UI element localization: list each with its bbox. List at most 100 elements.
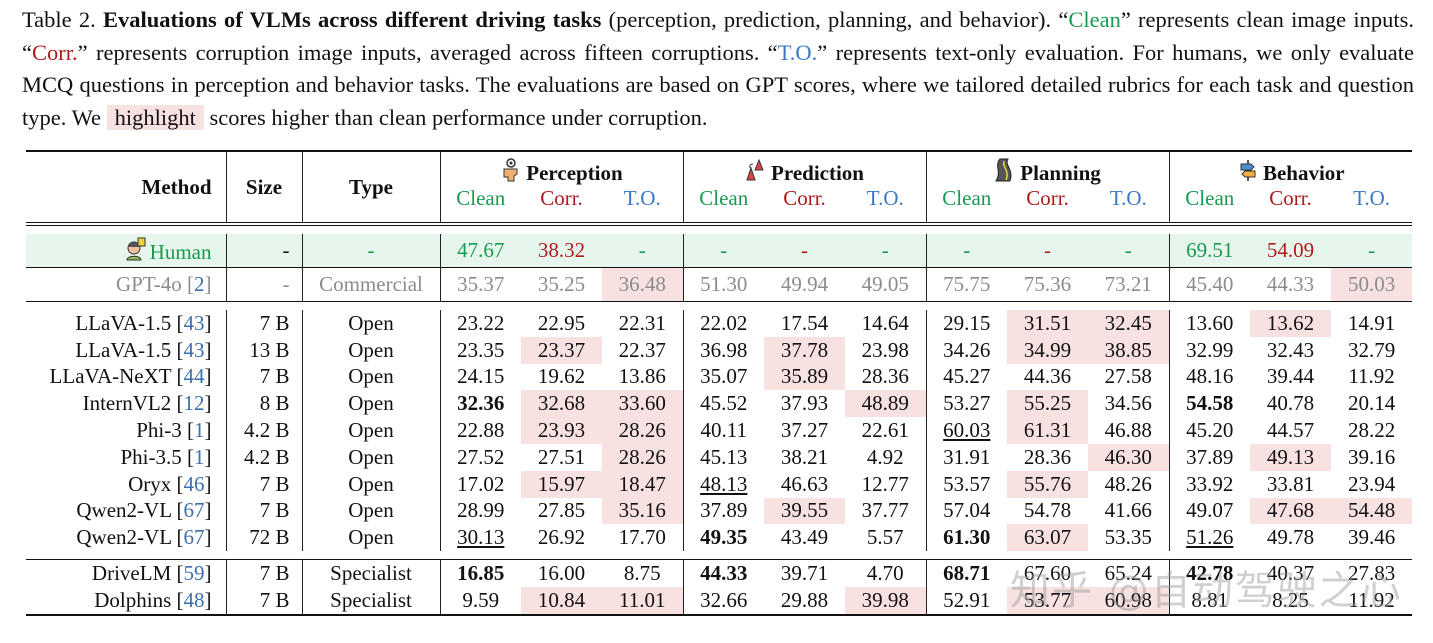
score-cell: 23.22 bbox=[440, 310, 521, 337]
method-cell: Qwen2-VL [67] bbox=[26, 524, 227, 552]
citation-link[interactable]: 2 bbox=[194, 272, 205, 296]
score-value: 46.88 bbox=[1104, 418, 1152, 443]
score-cell: 60.98 bbox=[1088, 586, 1170, 616]
citation-link[interactable]: 48 bbox=[183, 587, 205, 612]
citation-link[interactable]: 1 bbox=[194, 418, 205, 443]
score-value: 34.26 bbox=[943, 337, 991, 362]
method-cell: DriveLM [59] bbox=[26, 559, 227, 587]
group-label: Planning bbox=[1020, 161, 1101, 185]
score-cell: 14.64 bbox=[845, 310, 927, 337]
score-value: - bbox=[881, 238, 889, 262]
method-name: LLaVA-NeXT bbox=[49, 364, 172, 389]
citation-link[interactable]: 12 bbox=[183, 391, 205, 416]
score-cell: 22.88 bbox=[440, 417, 521, 444]
score-cell: 55.25 bbox=[1007, 390, 1089, 418]
score-value: 17.54 bbox=[780, 310, 829, 335]
score-cell: 53.35 bbox=[1088, 524, 1170, 552]
citation-link[interactable]: 46 bbox=[183, 471, 205, 496]
method-cell: LLaVA-NeXT [44] bbox=[26, 363, 227, 391]
score-cell: 44.33 bbox=[683, 559, 764, 587]
score-cell: 49.07 bbox=[1169, 498, 1250, 525]
score-value: 23.35 bbox=[457, 337, 505, 362]
score-value: 45.27 bbox=[943, 364, 991, 389]
score-cell: 65.24 bbox=[1088, 559, 1170, 587]
score-cell: 43.49 bbox=[764, 524, 845, 551]
score-cell: 37.89 bbox=[1169, 444, 1250, 471]
citation-link[interactable]: 67 bbox=[183, 498, 205, 523]
score-cell: 28.26 bbox=[602, 443, 684, 471]
score-value: 37.93 bbox=[780, 391, 829, 416]
score-value: 48.16 bbox=[1186, 364, 1234, 389]
score-cell: 22.95 bbox=[521, 310, 602, 337]
score-cell: 40.78 bbox=[1250, 390, 1331, 417]
citation-link[interactable]: 1 bbox=[194, 444, 205, 469]
score-value: 39.55 bbox=[780, 498, 829, 523]
score-cell: 28.99 bbox=[440, 498, 521, 525]
citation-link[interactable]: 59 bbox=[183, 561, 205, 586]
score-value: 28.36 bbox=[861, 364, 909, 389]
type-cell: Open bbox=[302, 390, 441, 418]
score-value: 49.94 bbox=[780, 272, 829, 296]
score-value: 4.92 bbox=[866, 444, 904, 469]
method-name: Qwen2-VL bbox=[76, 525, 172, 550]
score-value: 51.30 bbox=[700, 272, 748, 296]
table-row: InternVL2 [12] 8 B Open 32.36 32.68 33.60 45.5… bbox=[26, 390, 1412, 418]
score-value: 35.37 bbox=[457, 272, 505, 296]
score-cell: 16.00 bbox=[521, 559, 602, 587]
score-cell: 8.81 bbox=[1169, 586, 1251, 616]
score-cell: 26.92 bbox=[521, 524, 602, 551]
score-value: 10.84 bbox=[537, 587, 586, 612]
score-value: 12.77 bbox=[861, 471, 909, 496]
table-row: Phi-3.5 [1] 4.2 B Open 27.52 27.51 28.26 45.13… bbox=[26, 443, 1412, 471]
human-icon bbox=[126, 237, 146, 260]
score-cell: 37.78 bbox=[764, 336, 845, 364]
score-value: 54.09 bbox=[1266, 238, 1315, 262]
score-value: 48.26 bbox=[1104, 471, 1152, 496]
score-cell: 18.47 bbox=[602, 470, 684, 498]
score-cell: 23.37 bbox=[521, 336, 602, 364]
score-value: 14.91 bbox=[1347, 310, 1396, 335]
score-cell: 22.37 bbox=[602, 336, 684, 364]
score-value: 44.33 bbox=[700, 561, 748, 586]
score-value: 13.60 bbox=[1186, 310, 1234, 335]
size-cell: 7 B bbox=[226, 586, 303, 616]
citation-link[interactable]: 67 bbox=[183, 525, 205, 550]
score-cell: 11.92 bbox=[1331, 586, 1413, 616]
score-value: 61.31 bbox=[1023, 418, 1072, 443]
score-value: 54.58 bbox=[1186, 391, 1234, 416]
size-cell: 72 B bbox=[226, 524, 303, 552]
score-cell: 15.97 bbox=[521, 470, 602, 498]
header-type: Type bbox=[302, 151, 441, 226]
citation-link[interactable]: 44 bbox=[183, 364, 205, 389]
score-cell: 35.25 bbox=[521, 267, 602, 302]
score-cell: - bbox=[926, 234, 1008, 268]
subheader-clean: Clean bbox=[683, 186, 764, 226]
score-cell: 63.07 bbox=[1007, 524, 1089, 552]
score-value: 27.51 bbox=[537, 444, 586, 469]
size-cell: - bbox=[226, 267, 303, 302]
caption-text: ” represents corruption image inputs, av… bbox=[77, 39, 778, 65]
table-row: LLaVA-1.5 [43] 13 B Open 23.35 23.37 22.37 36.… bbox=[26, 336, 1412, 364]
score-cell: 23.35 bbox=[440, 337, 521, 364]
score-value: 29.88 bbox=[780, 587, 829, 612]
score-cell: 51.26 bbox=[1169, 524, 1250, 551]
score-value: 32.66 bbox=[700, 587, 748, 612]
score-cell: 27.83 bbox=[1331, 559, 1413, 587]
score-value: 54.78 bbox=[1023, 498, 1072, 523]
type-cell: Commercial bbox=[302, 267, 441, 302]
citation-link[interactable]: 43 bbox=[183, 310, 205, 335]
score-value: 27.52 bbox=[457, 444, 505, 469]
score-cell: 33.60 bbox=[602, 390, 684, 418]
score-value: 35.89 bbox=[780, 364, 829, 389]
score-value: 13.86 bbox=[618, 364, 666, 389]
score-cell: - bbox=[602, 234, 684, 268]
score-value: 65.24 bbox=[1104, 561, 1152, 586]
score-cell: 48.16 bbox=[1169, 364, 1250, 391]
score-cell: 4.70 bbox=[845, 559, 927, 587]
table-row: GPT-4o [2] - Commercial 35.37 35.25 36.48 51.3… bbox=[26, 267, 1413, 302]
score-cell: 37.27 bbox=[764, 417, 845, 444]
citation-link[interactable]: 43 bbox=[183, 337, 205, 362]
score-value: 75.36 bbox=[1023, 272, 1072, 296]
caption-highlight: highlight bbox=[106, 104, 204, 130]
score-value: 49.35 bbox=[700, 525, 748, 550]
